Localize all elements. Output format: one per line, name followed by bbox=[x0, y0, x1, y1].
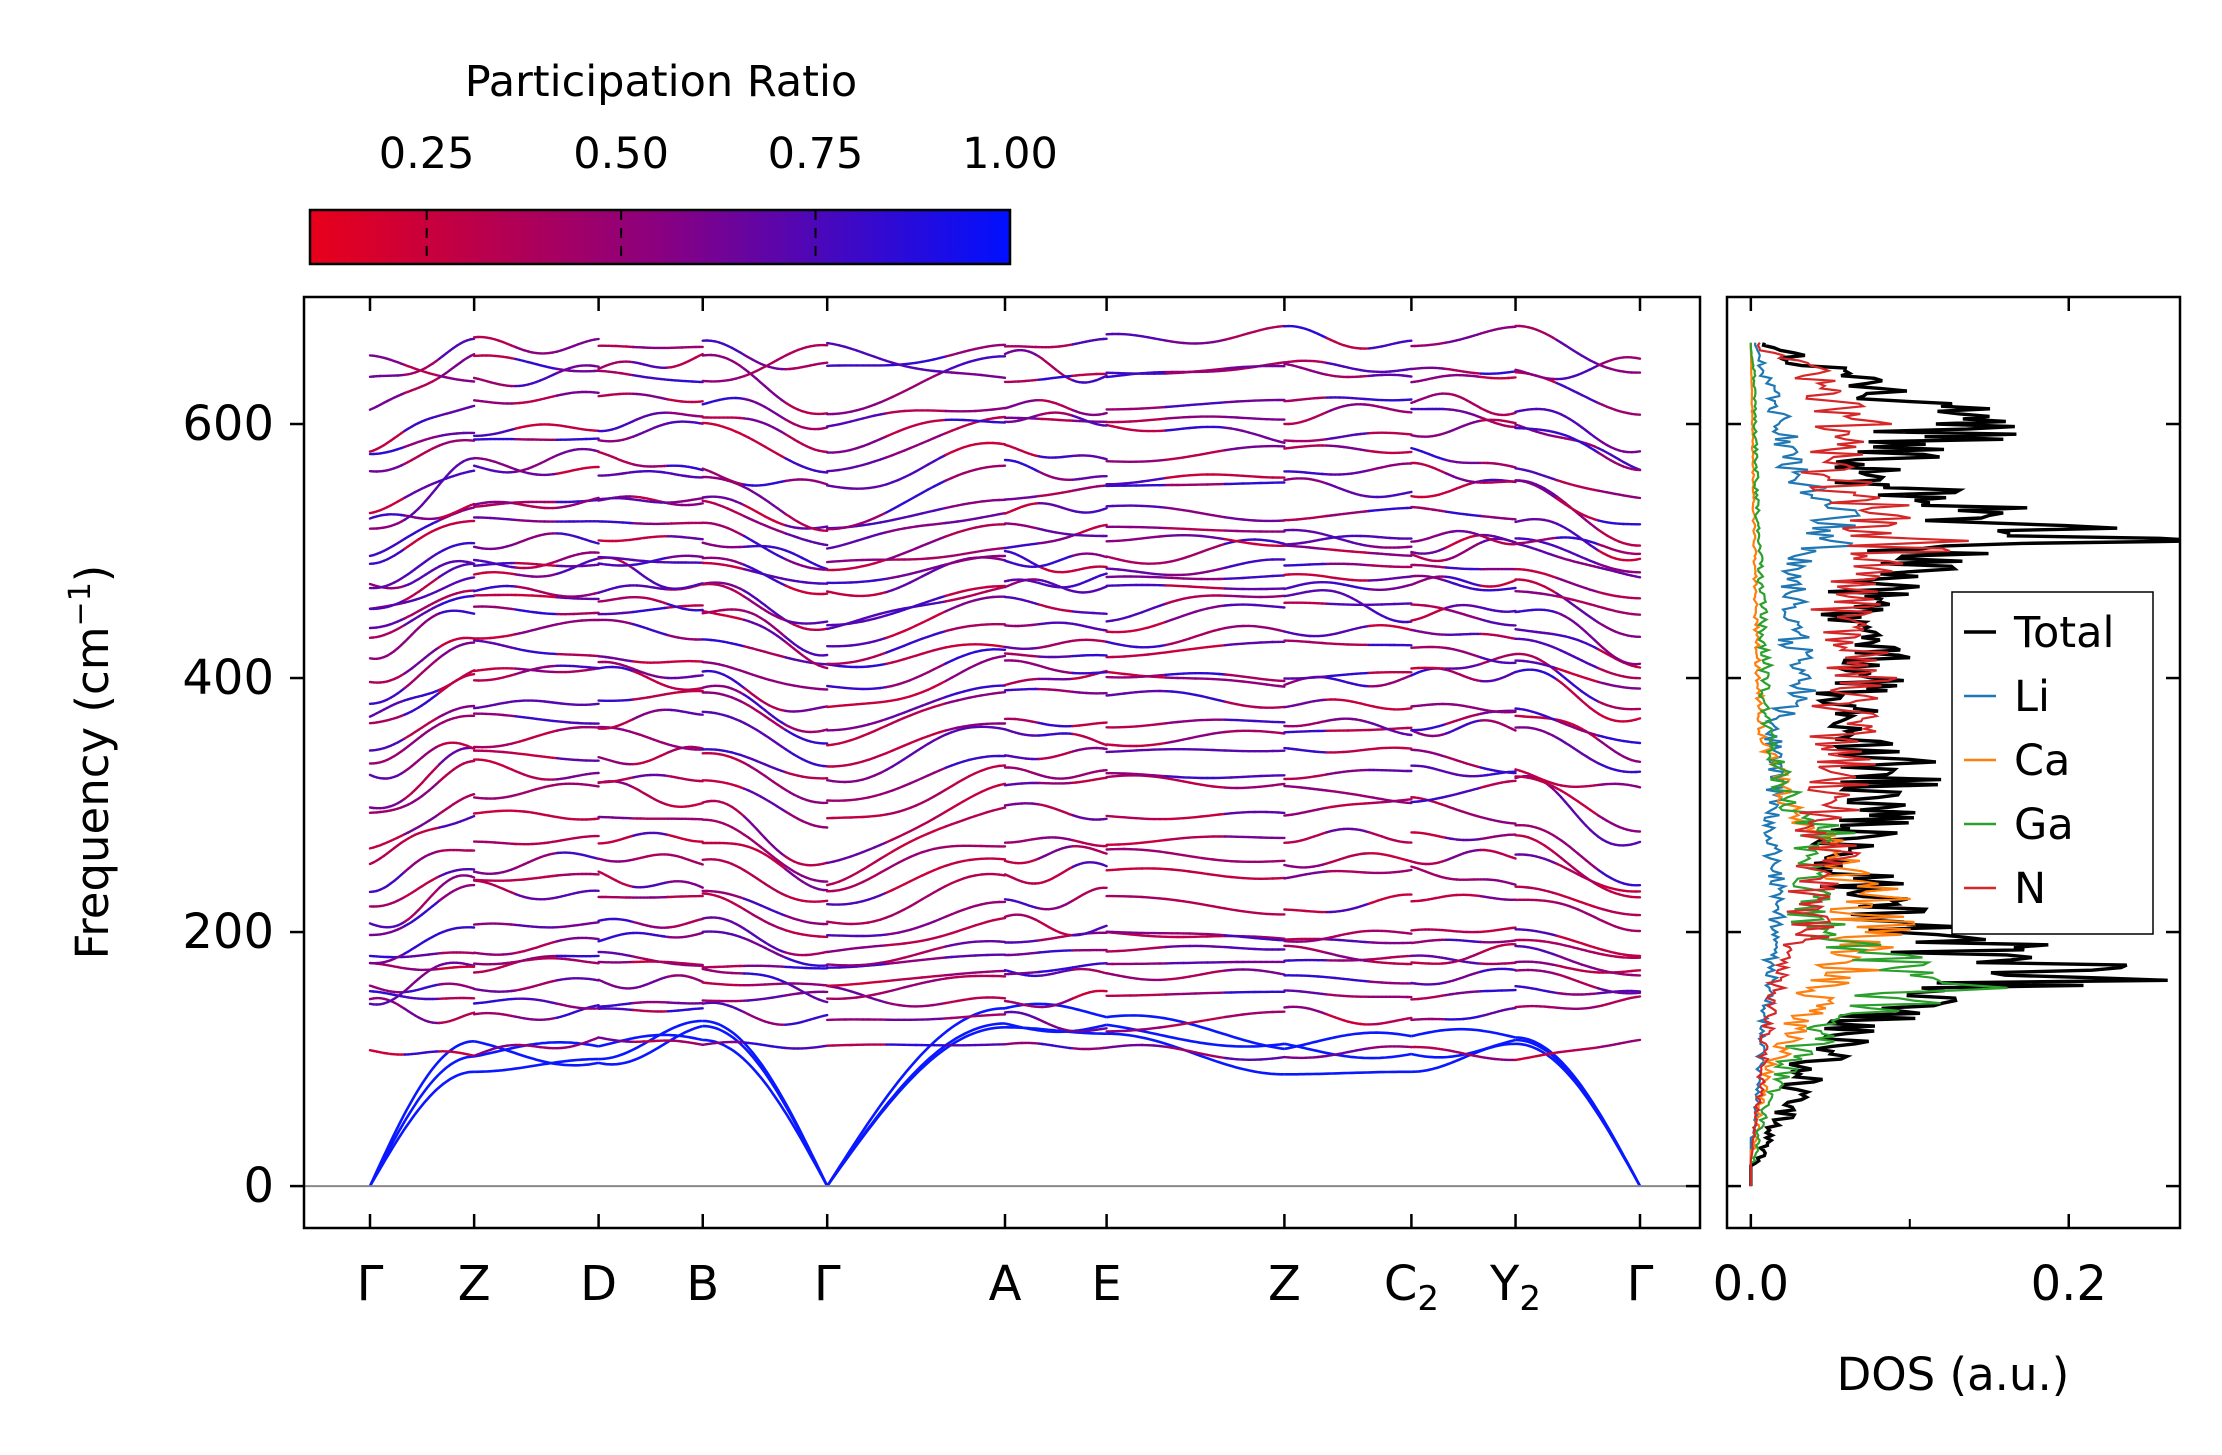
optical-branch-segment bbox=[997, 764, 1007, 768]
optical-branch-segment bbox=[469, 814, 476, 819]
optical-branch-segment bbox=[1634, 785, 1642, 789]
optical-branch-segment bbox=[1101, 1027, 1108, 1031]
optical-branch-segment bbox=[469, 875, 476, 879]
optical-branch-segment bbox=[821, 899, 829, 903]
band-lines bbox=[368, 324, 1642, 1187]
optical-branch-segment bbox=[593, 1004, 600, 1008]
acoustic-branch bbox=[1411, 1027, 1516, 1039]
optical-branch-segment bbox=[1634, 1038, 1642, 1042]
optical-branch-segment bbox=[1510, 856, 1517, 860]
optical-branch-segment bbox=[1277, 782, 1286, 786]
optical-branch-segment bbox=[593, 784, 600, 788]
optical-branch-segment bbox=[1405, 932, 1413, 935]
optical-branch-segment bbox=[1101, 851, 1108, 855]
optical-branch-segment bbox=[1634, 995, 1642, 999]
acoustic-branch bbox=[368, 1055, 475, 1187]
colorbar-tick-label: 0.25 bbox=[379, 129, 475, 179]
optical-branch-segment bbox=[1634, 840, 1642, 845]
optical-branch-segment bbox=[1101, 924, 1108, 929]
acoustic-branch bbox=[473, 1041, 599, 1058]
acoustic-branch bbox=[368, 1040, 475, 1187]
optical-branch-segment bbox=[1101, 863, 1108, 868]
acoustic-branch bbox=[1106, 1032, 1285, 1076]
acoustic-branch bbox=[474, 1057, 599, 1074]
acoustic-branch bbox=[1411, 1042, 1516, 1074]
acoustic-branch bbox=[826, 1026, 1006, 1187]
optical-branch-segment bbox=[1277, 937, 1286, 940]
optical-branch-segment bbox=[1405, 1016, 1413, 1020]
acoustic-branch bbox=[1515, 1036, 1642, 1187]
colorbar-tick-label: 1.00 bbox=[962, 129, 1058, 179]
optical-branch-segment bbox=[698, 862, 704, 866]
acoustic-branch bbox=[1005, 1026, 1107, 1035]
acoustic-branch bbox=[368, 1070, 475, 1187]
colorbar-tick-label: 0.50 bbox=[573, 129, 669, 179]
acoustic-branch bbox=[826, 1007, 1006, 1187]
optical-branch-segment bbox=[1510, 882, 1517, 886]
optical-branch-segment bbox=[469, 793, 476, 797]
acoustic-branch bbox=[1284, 1070, 1412, 1076]
acoustic-branch bbox=[1106, 1014, 1285, 1051]
optical-branch-segment bbox=[469, 1011, 476, 1015]
acoustic-branch bbox=[1284, 1042, 1412, 1060]
optical-branch-segment bbox=[997, 916, 1007, 921]
colorbar: Participation Ratio 0.25 0.50 0.75 1.00 bbox=[308, 57, 1058, 266]
optical-branch-segment bbox=[593, 921, 600, 924]
acoustic-branch bbox=[1515, 1038, 1642, 1187]
colorbar-tick-label: 0.75 bbox=[768, 129, 864, 179]
optical-branch-segment bbox=[698, 931, 704, 935]
optical-branch-segment bbox=[997, 996, 1007, 1000]
colorbar-gradient bbox=[308, 208, 1012, 266]
acoustic-branch bbox=[702, 1019, 829, 1187]
optical-branch-segment bbox=[1405, 868, 1413, 872]
acoustic-branch bbox=[598, 1024, 703, 1066]
acoustic-branch bbox=[1284, 1031, 1412, 1051]
acoustic-branch bbox=[826, 1022, 1006, 1187]
colorbar-label: Participation Ratio bbox=[465, 57, 858, 107]
optical-branch-segment bbox=[593, 937, 600, 941]
optical-branch-segment bbox=[1277, 972, 1286, 976]
colorbar-ticks: 0.25 0.50 0.75 1.00 bbox=[379, 129, 1058, 264]
acoustic-branch bbox=[702, 1024, 829, 1187]
acoustic-branch bbox=[702, 1038, 829, 1187]
optical-branch-segment bbox=[821, 999, 829, 1004]
optical-branch-segment bbox=[997, 806, 1007, 811]
optical-branch-segment bbox=[698, 884, 704, 889]
acoustic-branch bbox=[473, 1040, 599, 1067]
acoustic-branch bbox=[1515, 1042, 1642, 1187]
acoustic-branch bbox=[598, 1033, 703, 1048]
optical-branch-segment bbox=[821, 1013, 829, 1018]
